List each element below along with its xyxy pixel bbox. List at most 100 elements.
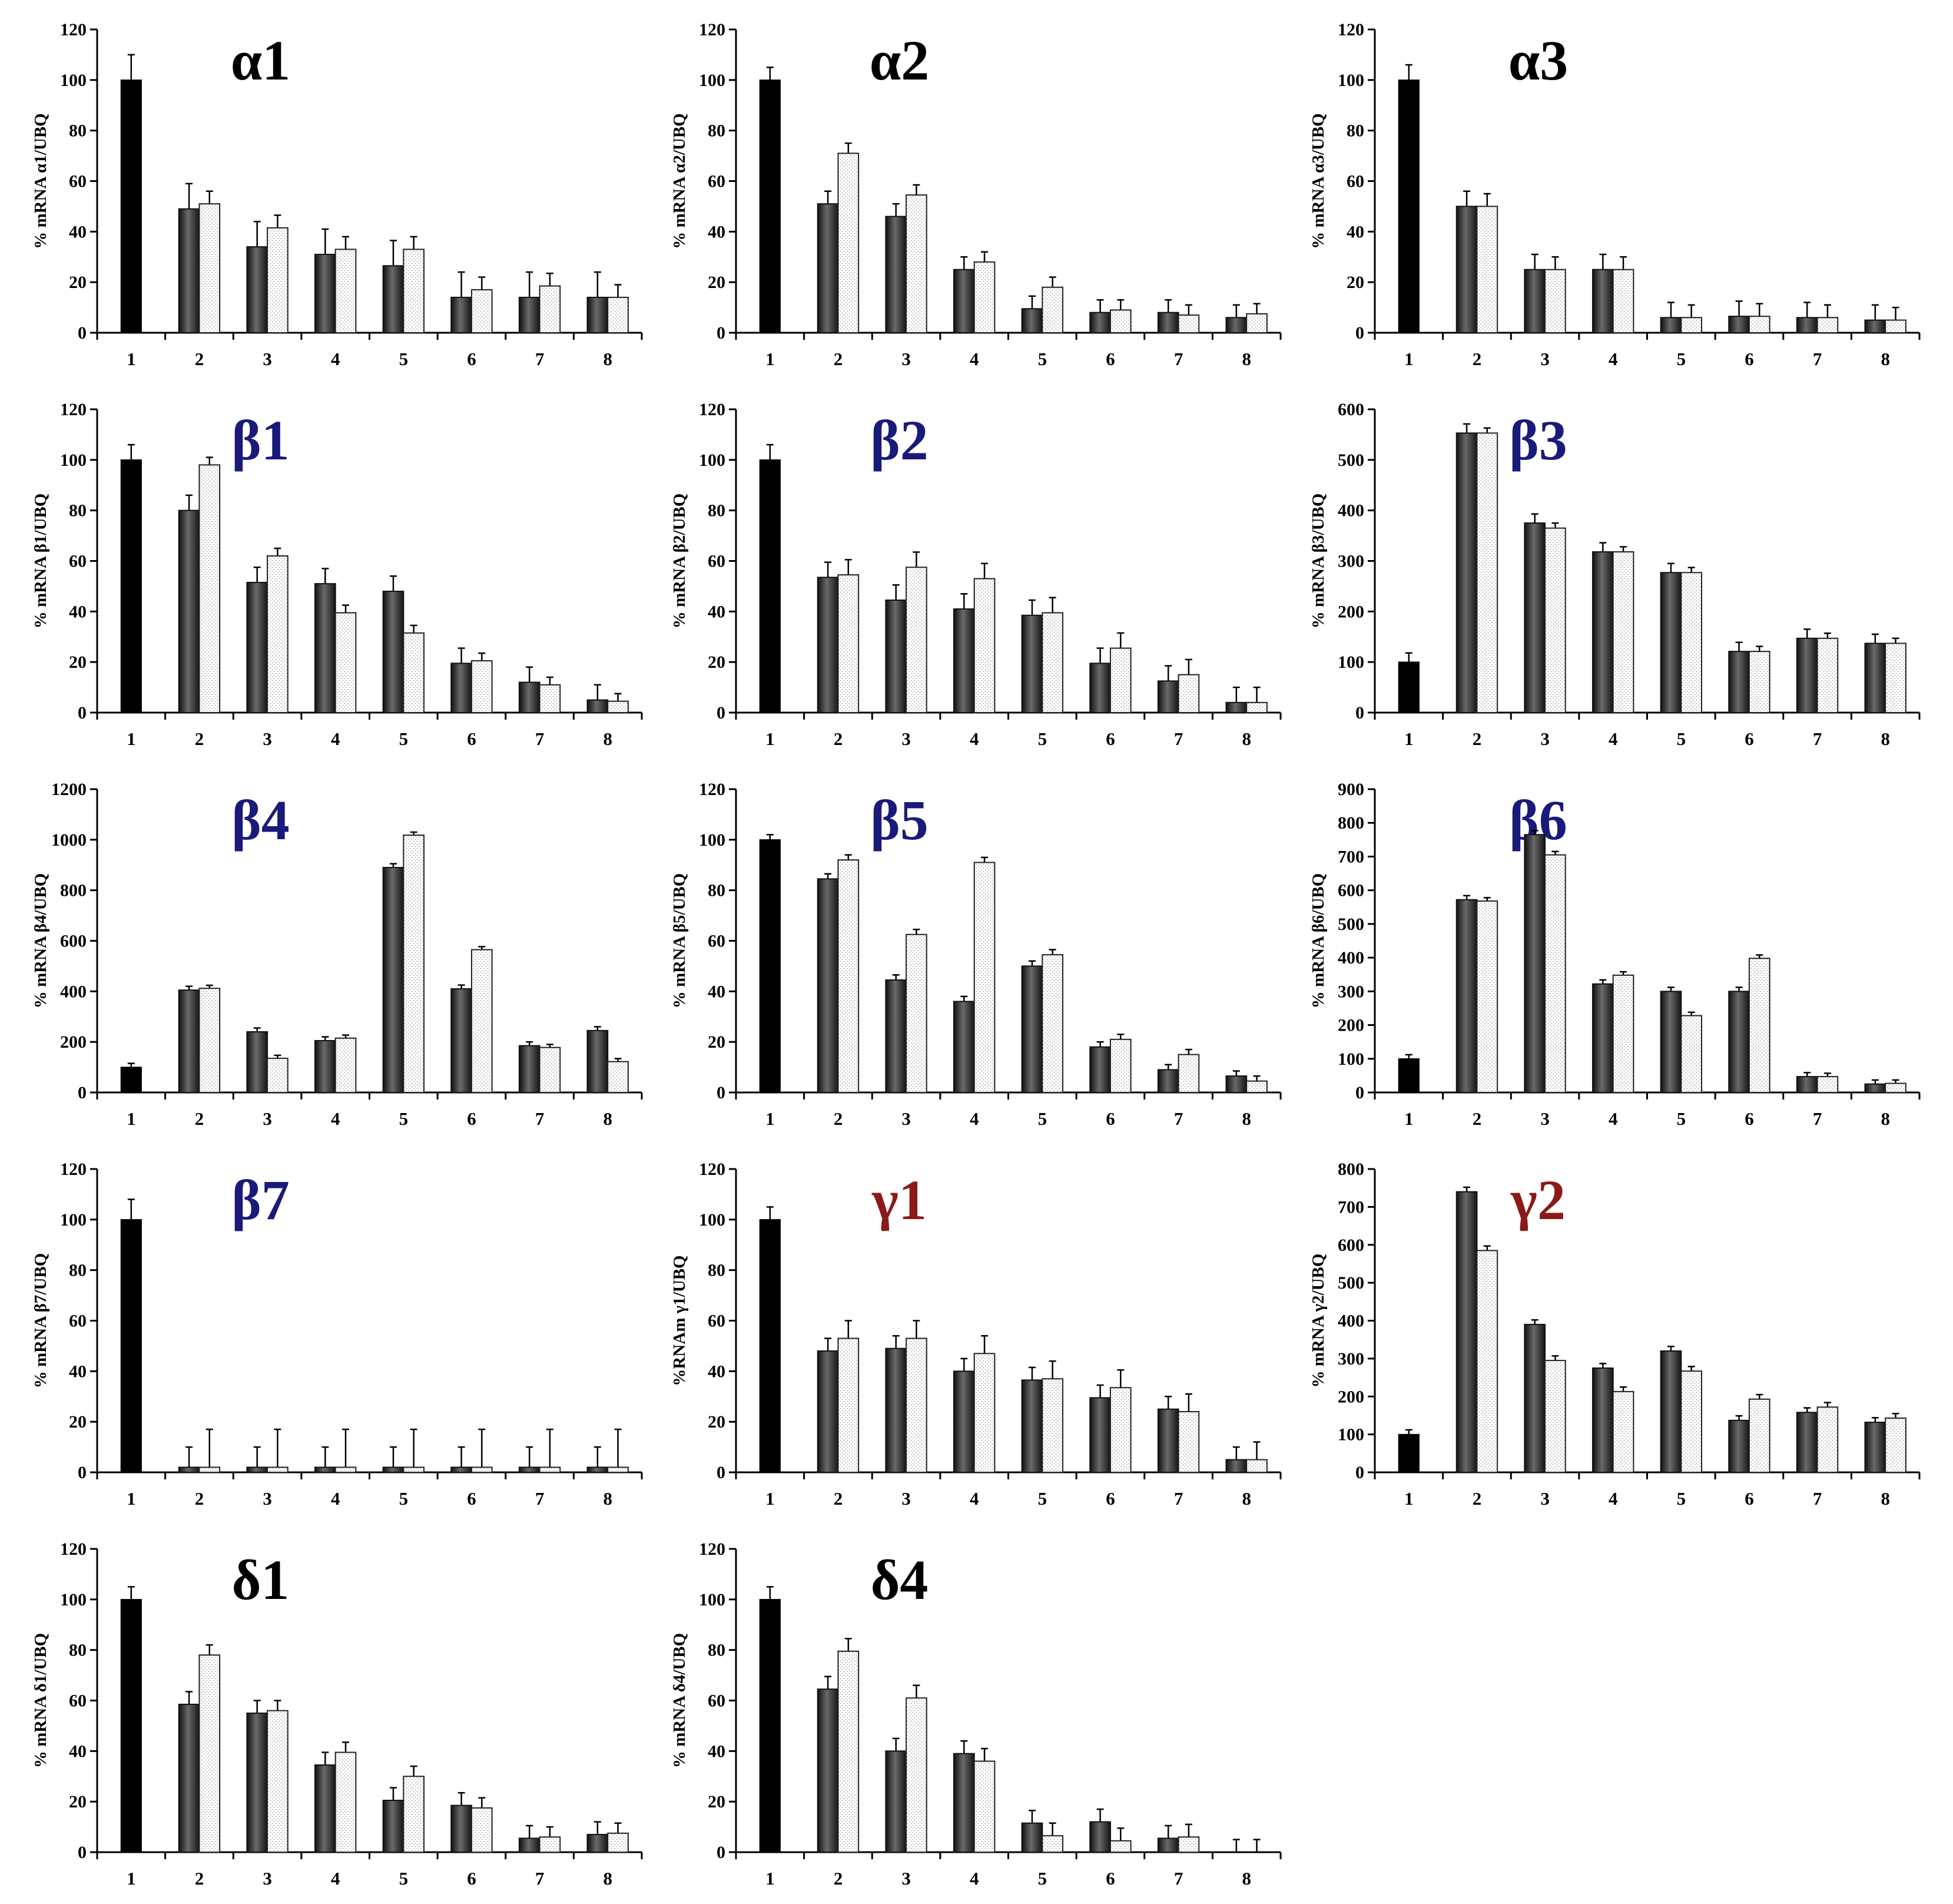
x-tick-label: 1 — [127, 1488, 136, 1509]
y-axis-label: % mRNA β3/UBQ — [1309, 494, 1328, 629]
x-tick-label: 8 — [1242, 1488, 1251, 1509]
x-tick-label: 2 — [1473, 349, 1482, 369]
bar-dark — [1864, 319, 1886, 334]
x-tick-label: 1 — [1404, 1488, 1414, 1509]
x-tick-label: 5 — [1677, 1108, 1686, 1129]
y-tick-label: 400 — [1338, 1312, 1364, 1331]
chart-svg-beta4: 0 200 400 600 800 1000 1200 1 2 3 4 5 6 7 8 % mRNA β4/U… — [31, 780, 643, 1129]
y-tick-label: 500 — [1338, 915, 1364, 934]
bar-dark — [1225, 701, 1248, 713]
x-tick-label: 2 — [1473, 729, 1482, 749]
y-axis-label: % mRNA β4/UBQ — [31, 873, 50, 1009]
x-tick-label: 4 — [331, 1868, 340, 1889]
x-tick-label: 5 — [399, 1488, 409, 1509]
y-tick-label: 200 — [60, 1032, 87, 1052]
bar-reference — [1398, 80, 1420, 333]
x-tick-label: 3 — [901, 349, 911, 369]
bar-reference — [759, 1219, 781, 1473]
bar-dotted — [1612, 974, 1634, 1093]
x-tick-label: 2 — [195, 1108, 204, 1129]
chart-title: β7 — [231, 1168, 290, 1231]
chart-title: α1 — [231, 29, 291, 92]
bar-dotted — [1246, 313, 1268, 333]
y-tick-label: 100 — [60, 1210, 87, 1230]
y-tick-label: 20 — [708, 273, 725, 292]
y-tick-label: 40 — [69, 602, 87, 621]
bar-dark — [586, 1466, 609, 1473]
bar-dotted — [1816, 1076, 1839, 1093]
chart-svg-delta4: 0 20 40 60 80 100 120 1 2 3 4 5 6 7 8 % mRNA δ4/UBQ δ4 — [670, 1539, 1282, 1889]
bar-reference — [120, 80, 142, 333]
y-tick-label: 600 — [60, 932, 87, 951]
x-tick-label: 7 — [535, 1488, 545, 1509]
bar-dotted — [1246, 1459, 1268, 1473]
x-tick-label: 4 — [970, 1868, 979, 1889]
bar-dark — [817, 878, 839, 1094]
bar-dotted — [1816, 1406, 1839, 1473]
bar-dotted — [1246, 701, 1268, 713]
y-tick-label: 100 — [1338, 1049, 1364, 1069]
x-tick-label: 8 — [603, 1108, 612, 1129]
y-tick-label: 0 — [1355, 1463, 1364, 1482]
bar-dotted — [1748, 316, 1770, 334]
y-tick-label: 100 — [60, 451, 87, 470]
x-tick-label: 3 — [263, 349, 272, 369]
x-tick-label: 7 — [535, 1108, 545, 1129]
x-tick-label: 7 — [535, 729, 545, 749]
chart-title: β2 — [870, 409, 929, 472]
y-tick-label: 100 — [1338, 1425, 1364, 1445]
bar-dotted — [1042, 1378, 1063, 1473]
bar-dotted — [1612, 1390, 1634, 1473]
bar-dotted — [539, 1047, 561, 1094]
bar-dotted — [267, 555, 289, 713]
y-tick-label: 200 — [1338, 1016, 1364, 1035]
bar-dotted — [403, 1776, 425, 1853]
bar-dark — [1592, 1367, 1614, 1473]
x-tick-label: 8 — [603, 1868, 612, 1889]
x-tick-label: 6 — [1745, 1488, 1754, 1509]
bar-dark — [518, 296, 541, 333]
bar-dotted — [403, 249, 425, 333]
chart-gamma2: 0 100 200 300 400 500 600 700 800 1 2 3 4 5 6 7 8 % mRNA … — [1289, 1151, 1925, 1516]
x-tick-label: 4 — [1609, 1488, 1618, 1509]
y-tick-label: 40 — [708, 1741, 725, 1761]
chart-title: β4 — [231, 789, 290, 852]
chart-title: α3 — [1508, 29, 1569, 92]
y-tick-label: 80 — [69, 1641, 87, 1660]
x-tick-label: 4 — [970, 1488, 979, 1509]
x-tick-label: 3 — [263, 1108, 272, 1129]
y-tick-label: 60 — [708, 1312, 725, 1331]
bar-dotted — [1885, 319, 1906, 334]
bar-dark — [953, 1753, 975, 1853]
x-tick-label: 3 — [901, 1868, 911, 1889]
x-tick-label: 7 — [1174, 729, 1183, 749]
y-tick-label: 60 — [69, 1691, 87, 1711]
bar-dark — [518, 1045, 541, 1093]
bar-dotted — [470, 1466, 493, 1473]
x-tick-label: 5 — [1038, 349, 1047, 369]
y-tick-label: 20 — [69, 1792, 87, 1812]
y-tick-label: 120 — [60, 400, 87, 419]
x-tick-label: 3 — [901, 729, 911, 749]
bar-dark — [1455, 1191, 1478, 1473]
y-tick-label: 100 — [60, 71, 87, 90]
x-tick-label: 1 — [1404, 349, 1414, 369]
bar-dark — [1796, 1412, 1818, 1473]
bar-dark — [314, 1466, 336, 1473]
bar-reference — [120, 1219, 142, 1473]
x-tick-label: 2 — [834, 1488, 843, 1509]
bar-dark — [1592, 269, 1614, 334]
bar-dotted — [607, 1466, 629, 1473]
bar-dark — [1455, 899, 1478, 1093]
bar-dark — [518, 1837, 541, 1853]
bar-dotted — [470, 949, 493, 1094]
x-tick-label: 8 — [603, 1488, 612, 1509]
bar-dark — [382, 867, 404, 1094]
bar-dark — [1157, 1837, 1179, 1853]
chart-svg-alpha2: 0 20 40 60 80 100 120 1 2 3 4 5 6 7 8 % mRNA α2/UBQ α2 — [670, 20, 1282, 369]
bar-dark — [178, 1466, 200, 1473]
y-tick-label: 100 — [699, 1590, 725, 1610]
bar-dotted — [1612, 551, 1634, 713]
y-tick-label: 80 — [708, 501, 725, 521]
chart-title: γ2 — [1510, 1168, 1566, 1231]
